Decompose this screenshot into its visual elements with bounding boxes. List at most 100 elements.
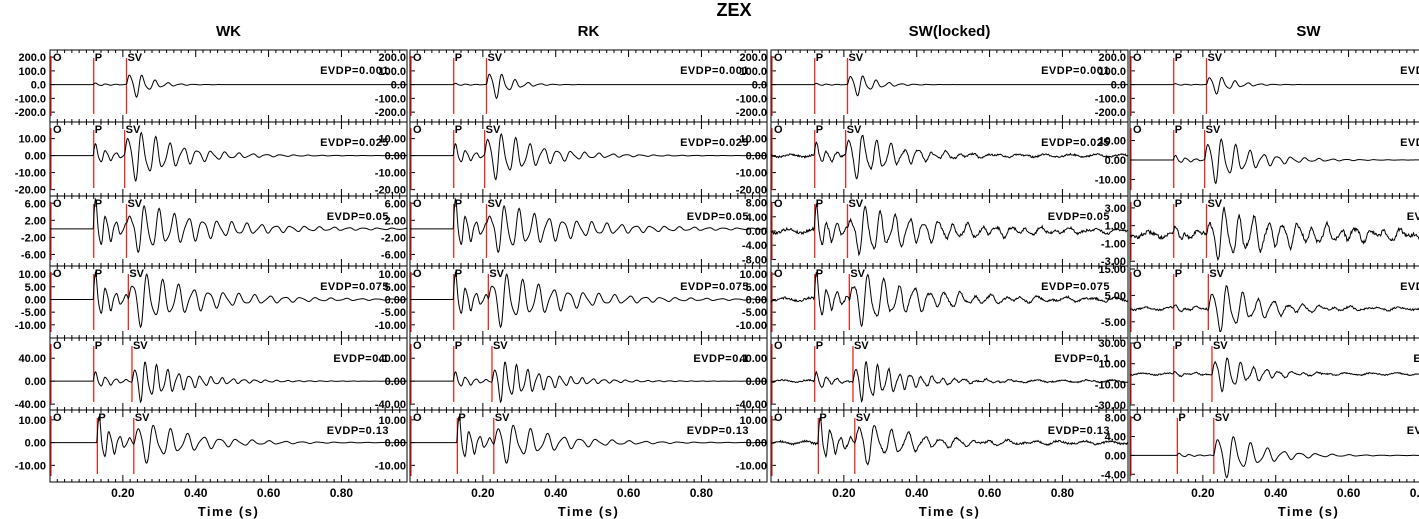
y-tick-label: 0.00 bbox=[385, 376, 406, 388]
pick-label-S: S bbox=[128, 52, 135, 64]
y-tick-label: 0.00 bbox=[746, 376, 767, 388]
panel-label: EVDP=0.025 bbox=[1041, 137, 1110, 149]
y-tick-label: -100.0 bbox=[736, 93, 767, 105]
panel-4-2: 10.00 0.00 -10.00 O P SV EVDP=0.025 bbox=[1095, 121, 1419, 197]
panel-4-6: 8.00 4.00 0.00 -4.00 O P SV EVDP=0.13 bbox=[1101, 409, 1419, 483]
panel-label: EVDP=0.13 bbox=[1407, 425, 1419, 437]
panel-4-5: 30.00 10.00 -10.00 -30.00 O P SV EVDP=0.1 bbox=[1095, 337, 1419, 412]
y-tick-label: -10.00 bbox=[1095, 174, 1126, 186]
y-tick-label: 10.00 bbox=[739, 269, 767, 281]
panel-label: EVDP=0.1 bbox=[333, 353, 389, 365]
pick-label-V: V bbox=[1215, 52, 1223, 64]
y-tick-label: -5.00 bbox=[1101, 317, 1126, 329]
panel-frame bbox=[409, 409, 768, 483]
pick-label-P: P bbox=[816, 124, 823, 136]
y-tick-label: -5.00 bbox=[381, 307, 406, 319]
pick-label-P: P bbox=[1175, 198, 1182, 210]
pick-label-O: O bbox=[413, 198, 422, 210]
panel-label: EVDP=0.075 bbox=[320, 281, 389, 293]
column-4: SW200.0100.00.0-100.0-200.0OPSVEVDP=0.00… bbox=[1095, 23, 1419, 519]
panel-2-5: 40.00 0.00 -40.00 O P S V EVDP=0.1 bbox=[375, 337, 768, 411]
y-tick-label: 10.00 bbox=[18, 269, 46, 281]
y-tick-label: -10.00 bbox=[736, 320, 767, 332]
pick-label-P: P bbox=[455, 340, 462, 352]
y-tick-label: 0.00 bbox=[385, 438, 406, 450]
y-tick-label: 0.00 bbox=[25, 438, 46, 450]
y-tick-label: -10.00 bbox=[736, 168, 767, 180]
y-tick-label: -100.0 bbox=[15, 93, 46, 105]
pick-label-V: V bbox=[1222, 412, 1230, 424]
pick-label-V: V bbox=[135, 52, 143, 64]
x-tick-label: 0.40 bbox=[184, 486, 208, 500]
panel-label: EVDP=0.001 bbox=[320, 65, 389, 77]
pick-label-V: V bbox=[1215, 198, 1223, 210]
panel-frame bbox=[770, 121, 1129, 197]
y-tick-label: -20.00 bbox=[15, 185, 46, 197]
pick-label-P: P bbox=[458, 412, 465, 424]
y-tick-label: 0.00 bbox=[25, 294, 46, 306]
y-tick-label: -1.00 bbox=[1101, 238, 1126, 250]
panel-frame bbox=[770, 49, 1129, 123]
y-tick-label: -20.00 bbox=[375, 185, 406, 197]
y-tick-label: 200.0 bbox=[1098, 52, 1126, 64]
y-tick-label: 5.00 bbox=[25, 282, 46, 294]
y-tick-label: -5.00 bbox=[742, 307, 767, 319]
y-tick-label: 0.00 bbox=[1105, 155, 1126, 167]
pick-label-S: S bbox=[493, 340, 500, 352]
pick-label-O: O bbox=[1133, 340, 1142, 352]
pick-label-V: V bbox=[1217, 268, 1225, 280]
pick-label-V: V bbox=[863, 412, 871, 424]
column-title: RK bbox=[578, 23, 600, 40]
y-tick-label: 200.0 bbox=[18, 52, 46, 64]
y-tick-label: 200.0 bbox=[739, 52, 767, 64]
pick-label-P: P bbox=[455, 124, 462, 136]
panel-1-2: 10.00 0.00 -10.00 -20.00 O P S V EVDP=0.025 bbox=[15, 121, 408, 197]
waveform-trace bbox=[770, 202, 1129, 257]
pick-label-S: S bbox=[1208, 52, 1215, 64]
x-tick-label: 0.60 bbox=[1337, 486, 1361, 500]
pick-label-P: P bbox=[455, 198, 462, 210]
y-tick-label: 100.0 bbox=[18, 66, 46, 78]
y-tick-label: -10.00 bbox=[375, 460, 406, 472]
panel-label: EVDP=0.05 bbox=[1048, 211, 1110, 223]
pick-label-P: P bbox=[95, 198, 102, 210]
pick-label-O: O bbox=[774, 340, 783, 352]
y-tick-label: 100.0 bbox=[378, 66, 406, 78]
pick-label-V: V bbox=[133, 124, 141, 136]
x-tick-label: 0.80 bbox=[1410, 486, 1419, 500]
pick-label-S: S bbox=[129, 268, 136, 280]
y-tick-label: -20.00 bbox=[736, 185, 767, 197]
y-tick-label: 4.00 bbox=[746, 212, 767, 224]
x-tick-label: 0.60 bbox=[617, 486, 641, 500]
pick-label-S: S bbox=[849, 52, 856, 64]
pick-label-O: O bbox=[774, 124, 783, 136]
waveform-trace bbox=[1130, 436, 1419, 479]
pick-label-V: V bbox=[500, 340, 508, 352]
panel-label: EVDP=0.05 bbox=[327, 211, 389, 223]
pick-label-V: V bbox=[856, 198, 864, 210]
y-tick-label: 0.00 bbox=[746, 294, 767, 306]
waveform-trace bbox=[50, 361, 408, 404]
pick-label-V: V bbox=[135, 198, 143, 210]
pick-label-O: O bbox=[53, 340, 62, 352]
y-tick-label: 10.00 bbox=[739, 415, 767, 427]
pick-label-V: V bbox=[856, 52, 864, 64]
pick-label-P: P bbox=[1175, 340, 1182, 352]
figure-title: ZEX bbox=[716, 0, 751, 20]
panel-label: EVDP=0.075 bbox=[1400, 281, 1419, 293]
pick-label-O: O bbox=[53, 198, 62, 210]
y-tick-label: -6.00 bbox=[381, 249, 406, 261]
pick-label-P: P bbox=[1175, 268, 1182, 280]
y-tick-label: 0.00 bbox=[1105, 450, 1126, 462]
y-tick-label: -40.00 bbox=[15, 399, 46, 411]
x-tick-label: 0.20 bbox=[111, 486, 135, 500]
y-tick-label: -10.00 bbox=[1095, 379, 1126, 391]
pick-label-S: S bbox=[128, 198, 135, 210]
waveform-trace bbox=[50, 197, 408, 253]
y-tick-label: 4.00 bbox=[1105, 432, 1126, 444]
pick-label-O: O bbox=[413, 340, 422, 352]
waveform-trace bbox=[50, 74, 408, 98]
pick-label-O: O bbox=[53, 52, 62, 64]
